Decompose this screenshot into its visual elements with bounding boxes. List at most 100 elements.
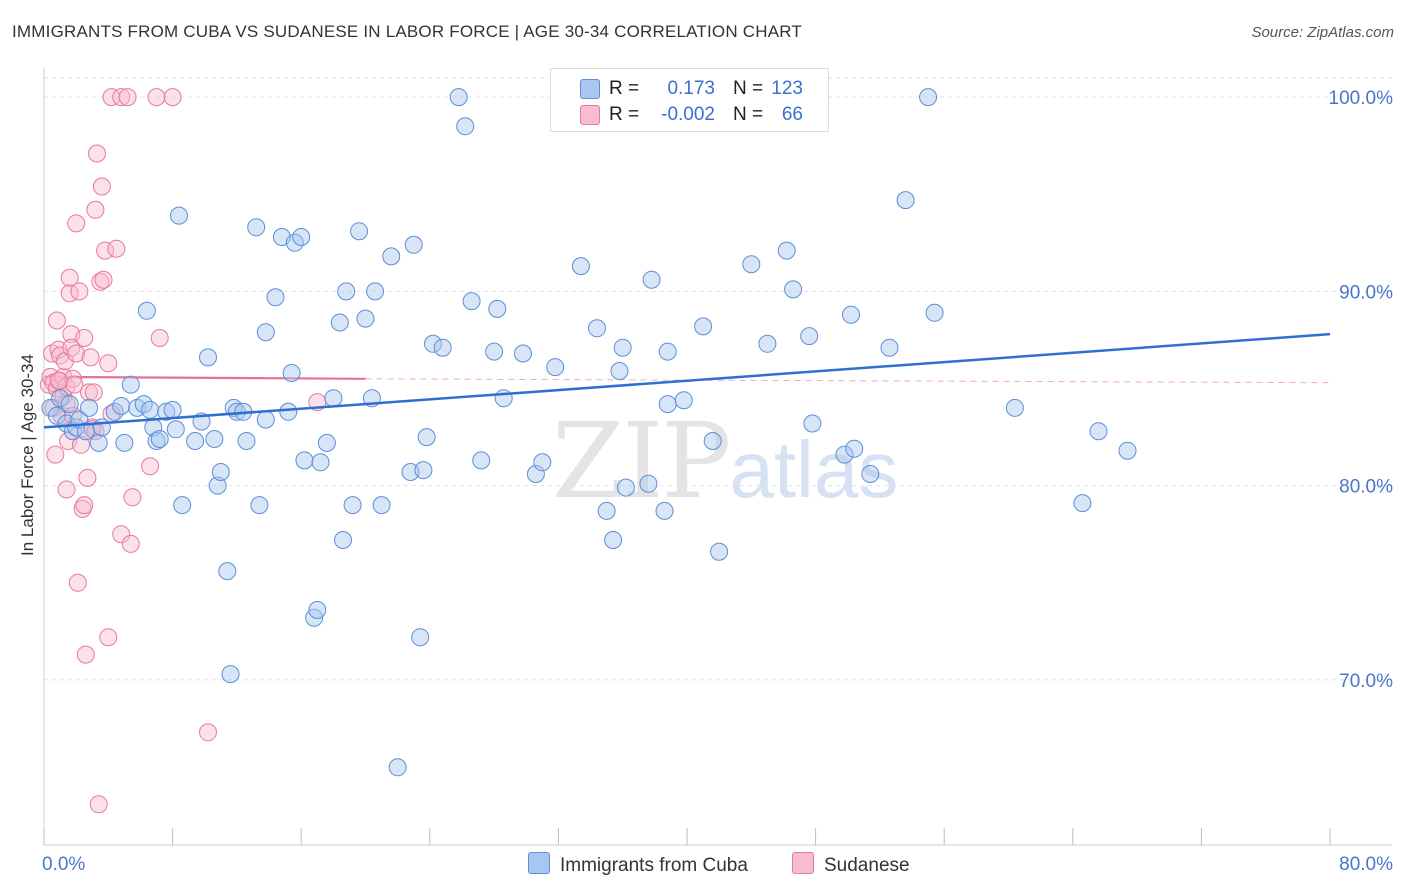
- cuba-point: [835, 445, 854, 464]
- cuba-point: [51, 389, 70, 408]
- cuba-point: [604, 531, 623, 549]
- cuba-point: [366, 282, 385, 301]
- cuba-point: [449, 88, 468, 107]
- sudanese-point: [81, 348, 100, 367]
- cuba-trend-layer: [43, 332, 1331, 429]
- cuba-point: [404, 235, 423, 254]
- sudanese-trend-extension: [365, 378, 1331, 384]
- legend-r-label: R =: [609, 78, 640, 99]
- cuba-point: [317, 433, 336, 452]
- cuba-point: [616, 478, 635, 497]
- sudanese-point: [112, 525, 131, 544]
- cuba-point: [237, 432, 256, 450]
- legend-n-label: N =: [733, 78, 764, 99]
- legend-item-sudanese[interactable]: Sudanese: [792, 852, 910, 877]
- sudanese-point: [62, 338, 81, 357]
- cuba-point: [703, 432, 722, 450]
- cuba-point: [173, 496, 192, 515]
- sudanese-point: [72, 435, 90, 454]
- cuba-point: [208, 476, 227, 495]
- sudanese-point: [99, 354, 118, 373]
- sudanese-trend-layer: [43, 375, 1331, 384]
- y-tick-label: 90.0%: [1339, 282, 1393, 303]
- y-tick-label: 80.0%: [1339, 477, 1393, 498]
- sudanese-point: [123, 488, 142, 507]
- cuba-point: [92, 418, 111, 437]
- sudanese-point: [47, 311, 66, 330]
- cuba-point: [842, 305, 860, 324]
- sudanese-point: [80, 383, 98, 402]
- cuba-point: [777, 241, 796, 260]
- legend-r-label: R =: [609, 104, 640, 125]
- sudanese-point: [63, 369, 82, 388]
- sudanese-point: [92, 177, 111, 196]
- cuba-point: [494, 389, 513, 408]
- legend-swatch-cuba: [580, 79, 600, 99]
- cuba-point: [655, 501, 674, 520]
- cuba-point: [803, 414, 822, 433]
- sudanese-point: [94, 270, 113, 289]
- cuba-point: [350, 222, 369, 241]
- sudanese-point: [121, 534, 140, 553]
- sudanese-point: [86, 200, 105, 219]
- cuba-point: [456, 117, 475, 136]
- cuba-point: [205, 430, 224, 448]
- cuba-point: [141, 400, 160, 419]
- cuba-point: [147, 432, 166, 450]
- legend-label-sudanese: Sudanese: [824, 855, 910, 876]
- cuba-point: [337, 282, 356, 301]
- cuba-point: [282, 364, 301, 382]
- cuba-point: [292, 228, 311, 246]
- sudanese-point: [91, 272, 110, 291]
- cuba-point: [115, 433, 134, 452]
- sudanese-point: [75, 496, 94, 515]
- sudanese-point: [141, 457, 160, 476]
- legend-swatch-sudanese: [792, 852, 814, 874]
- cuba-point: [710, 542, 729, 561]
- cuba-point: [279, 402, 298, 421]
- cuba-point: [845, 439, 864, 458]
- cuba-trend-line: [43, 332, 1331, 429]
- cuba-point: [218, 562, 237, 581]
- legend-r-value: 0.173: [667, 78, 715, 99]
- cuba-point: [472, 451, 491, 470]
- cuba-point: [433, 338, 452, 357]
- sudanese-point: [84, 383, 103, 402]
- tick-labels: 100.0% 90.0% 80.0% 70.0% 0.0% 80.0%: [42, 88, 1393, 875]
- sudanese-point: [147, 88, 166, 107]
- cuba-point: [1089, 422, 1108, 441]
- sudanese-trend-line: [43, 375, 366, 380]
- cuba-point: [639, 474, 658, 493]
- data-points: [39, 88, 1137, 814]
- legend-item-cuba[interactable]: Immigrants from Cuba: [528, 852, 748, 877]
- cuba-point: [372, 496, 391, 515]
- cuba-point: [613, 338, 632, 357]
- cuba-point: [514, 344, 532, 363]
- sudanese-point: [118, 88, 137, 107]
- cuba-point: [417, 428, 436, 447]
- cuba-point: [414, 461, 433, 480]
- legend-n-value: 66: [781, 104, 803, 125]
- cuba-point: [324, 389, 343, 408]
- sudanese-point: [199, 723, 217, 742]
- cuba-point: [47, 406, 66, 425]
- cuba-point: [356, 309, 375, 328]
- cuba-point: [89, 433, 108, 452]
- correlation-legend: R = 0.173 N = 123 R = -0.002 N = 66: [550, 68, 829, 132]
- cuba-point: [137, 301, 156, 320]
- cuba-point: [919, 88, 938, 107]
- cuba-point: [343, 496, 362, 515]
- cuba-point: [157, 402, 176, 421]
- watermark-atlas: atlas: [729, 425, 899, 514]
- sudanese-point: [150, 329, 169, 347]
- cuba-point: [1005, 398, 1024, 417]
- y-tick-label: 100.0%: [1329, 88, 1394, 109]
- sudanese-point: [78, 468, 97, 487]
- cuba-point: [800, 327, 819, 346]
- cuba-point: [295, 451, 314, 470]
- sudanese-point: [57, 480, 76, 499]
- legend-n-label: N =: [733, 104, 764, 125]
- cuba-point: [674, 391, 693, 410]
- cuba-point: [758, 334, 777, 353]
